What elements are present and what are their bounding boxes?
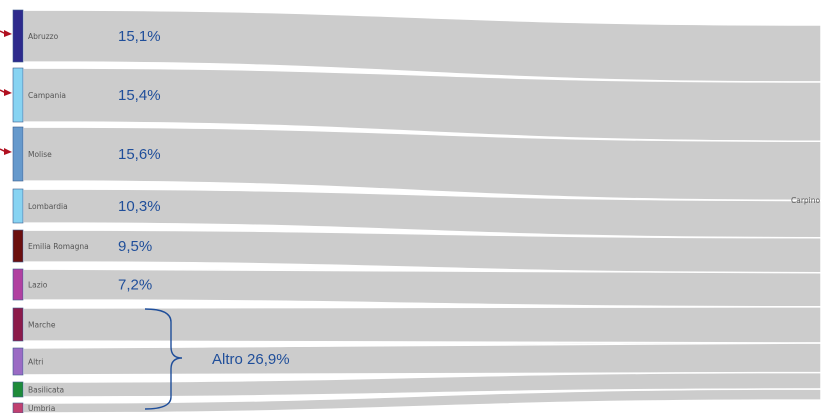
node-basilicata [12,381,24,398]
percent-label: 15,1% [118,28,161,45]
node-lombardia [12,188,24,224]
link-marche [22,306,821,344]
node-label: Abruzzo [28,32,59,41]
percent-label: 15,6% [118,146,161,163]
node-label: Umbria [28,404,55,413]
source-nodes: Abruzzo 15,1% Campania 15,4% Molise 15,6% Lomb… [12,9,161,413]
node-molise [12,126,24,182]
node-abruzzo [12,9,24,63]
link-abruzzo [22,9,821,83]
arrow-markers [0,30,12,155]
node-altri [12,347,24,376]
percent-label: 15,4% [118,87,161,104]
link-basilicata [22,371,821,398]
node-label: Emilia Romagna [28,242,89,251]
target-node: Carpino [791,196,821,205]
target-label: Carpino [791,196,821,205]
node-marche [12,307,24,342]
group-annotation: Altro 26,9% [144,308,290,410]
arrow-head-icon [4,148,12,155]
node-lazio [12,268,24,301]
percent-label: 10,3% [118,198,161,215]
node-emilia-romagna [12,229,24,263]
node-label: Marche [28,321,56,330]
link-molise [22,126,821,202]
link-campania [22,67,821,142]
node-label: Altri [28,358,43,367]
arrow-head-icon [4,30,12,37]
flow-links [22,9,821,413]
link-lazio [22,268,821,308]
link-emilia-romagna [22,229,821,274]
link-lombardia [22,188,821,239]
node-label: Lombardia [28,202,68,211]
percent-label: 9,5% [118,238,152,255]
link-altri [22,342,821,376]
percent-label: 7,2% [118,277,152,294]
node-campania [12,67,24,123]
node-umbria [12,402,24,413]
node-label: Molise [28,150,52,159]
group-label: Altro 26,9% [212,351,290,368]
group-brace [144,308,183,410]
arrow-head-icon [4,89,12,96]
node-label: Lazio [28,281,48,290]
link-umbria [22,388,821,413]
node-label: Basilicata [28,386,64,395]
node-label: Campania [28,91,66,100]
